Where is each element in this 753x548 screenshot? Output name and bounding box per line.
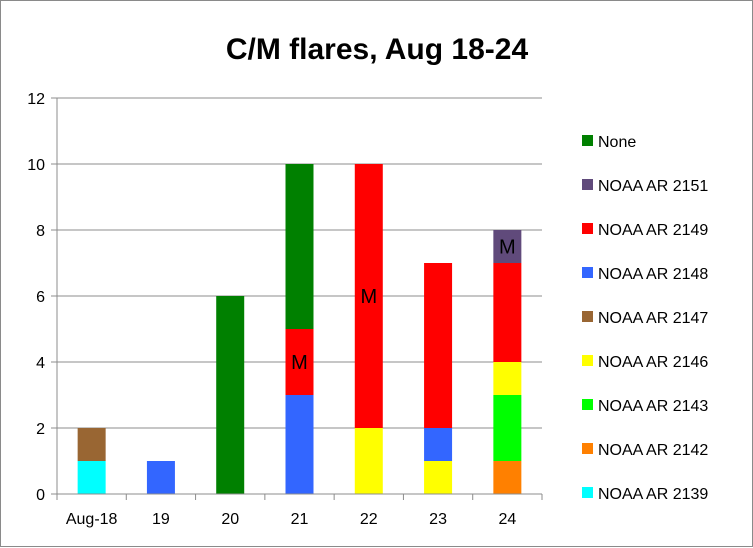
bar-annotation: M bbox=[291, 352, 308, 374]
x-tick-label: 23 bbox=[429, 511, 447, 528]
y-tick-label: 12 bbox=[27, 91, 45, 108]
bar-segment bbox=[493, 230, 522, 263]
bar-segment bbox=[216, 296, 245, 494]
legend-label: NOAA AR 2151 bbox=[598, 178, 708, 195]
legend: None NOAA AR 2151 NOAA AR 2149 NOAA AR 2148… bbox=[582, 134, 708, 503]
x-axis-ticks: Aug-18 19 20 21 22 23 24 bbox=[56, 494, 543, 528]
legend-label: None bbox=[598, 134, 636, 151]
y-tick-label: 6 bbox=[36, 289, 45, 306]
axes bbox=[56, 98, 542, 495]
legend-label: NOAA AR 2148 bbox=[598, 266, 708, 283]
legend-swatch bbox=[582, 487, 593, 498]
bar-segment bbox=[285, 329, 314, 395]
annotations: M M M bbox=[291, 237, 516, 375]
bar-segment bbox=[354, 428, 383, 494]
legend-label: NOAA AR 2139 bbox=[598, 486, 708, 503]
x-tick-label: 20 bbox=[221, 511, 239, 528]
bar-segment bbox=[493, 362, 522, 395]
bar-segment bbox=[285, 395, 314, 494]
legend-label: NOAA AR 2149 bbox=[598, 222, 708, 239]
bar-segment bbox=[493, 461, 522, 494]
x-tick-label: 19 bbox=[152, 511, 170, 528]
legend-swatch bbox=[582, 399, 593, 410]
legend-swatch bbox=[582, 355, 593, 366]
x-tick-label: 22 bbox=[360, 511, 378, 528]
legend-label: NOAA AR 2147 bbox=[598, 310, 708, 327]
legend-swatch bbox=[582, 135, 593, 146]
x-tick-label: 24 bbox=[498, 511, 516, 528]
bar-annotation: M bbox=[499, 237, 516, 259]
y-tick-label: 10 bbox=[27, 157, 45, 174]
bar-annotation: M bbox=[360, 286, 377, 308]
bar-segment bbox=[493, 263, 522, 362]
legend-label: NOAA AR 2142 bbox=[598, 442, 708, 459]
legend-label: NOAA AR 2143 bbox=[598, 398, 708, 415]
bar-segment bbox=[285, 164, 314, 329]
chart-title: C/M flares, Aug 18-24 bbox=[226, 33, 529, 66]
y-tick-label: 8 bbox=[36, 223, 45, 240]
y-tick-label: 4 bbox=[36, 355, 45, 372]
bar-segment bbox=[77, 461, 106, 494]
legend-swatch bbox=[582, 223, 593, 234]
bar-segment bbox=[424, 263, 453, 428]
x-tick-label: 21 bbox=[291, 511, 309, 528]
bar-segment bbox=[424, 428, 453, 461]
y-tick-label: 0 bbox=[36, 487, 45, 504]
bar-segment bbox=[354, 164, 383, 428]
x-tick-label: Aug-18 bbox=[66, 511, 118, 528]
bar-segment bbox=[77, 428, 106, 461]
bar-segment bbox=[146, 461, 175, 494]
bar-segment bbox=[424, 461, 453, 494]
legend-swatch bbox=[582, 179, 593, 190]
y-tick-label: 2 bbox=[36, 421, 45, 438]
legend-swatch bbox=[582, 267, 593, 278]
bars bbox=[77, 164, 522, 494]
legend-swatch bbox=[582, 443, 593, 454]
legend-label: NOAA AR 2146 bbox=[598, 354, 708, 371]
y-axis-ticks: 0 2 4 6 8 10 12 bbox=[27, 91, 57, 504]
bar-segment bbox=[493, 395, 522, 461]
legend-swatch bbox=[582, 311, 593, 322]
